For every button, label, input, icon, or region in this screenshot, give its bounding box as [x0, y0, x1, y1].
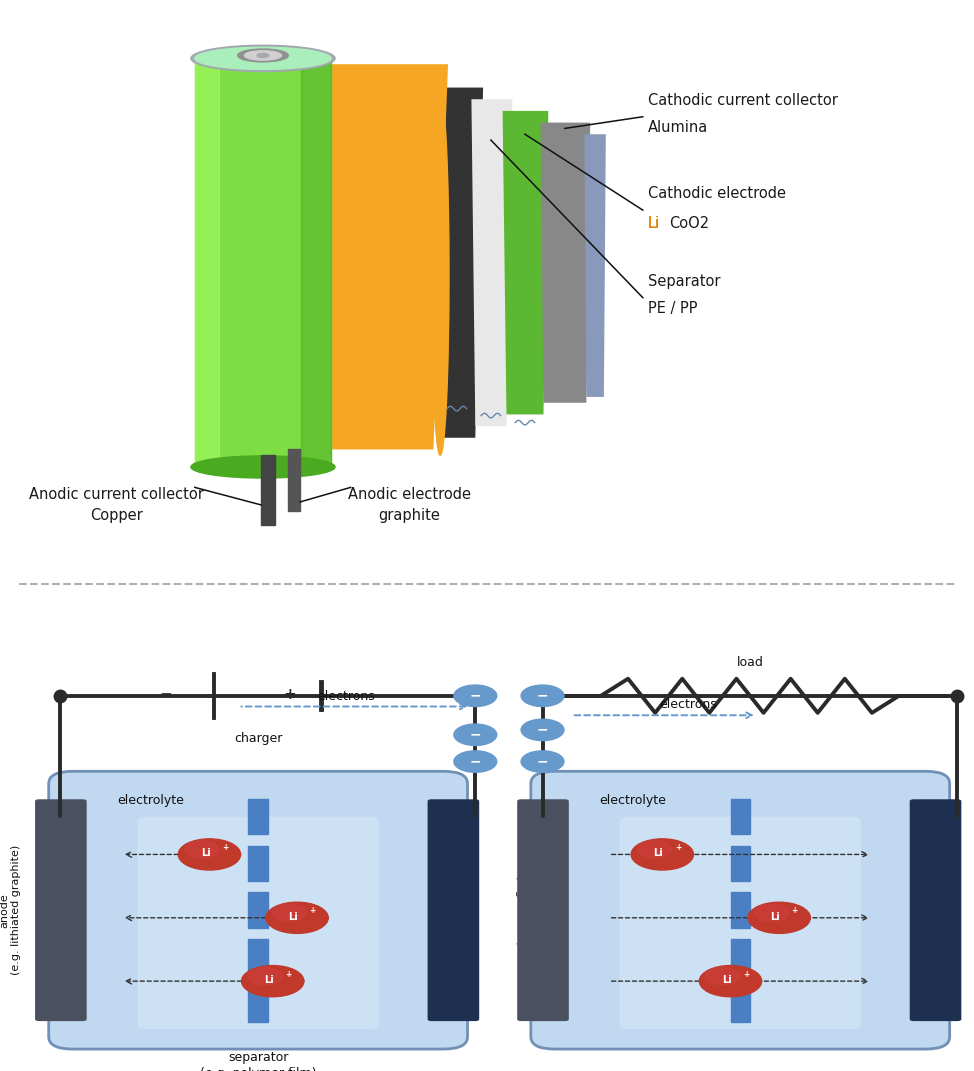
- Text: Li: Li: [648, 216, 659, 231]
- Text: Anodic electrode: Anodic electrode: [348, 487, 470, 502]
- Text: Copper: Copper: [91, 508, 143, 523]
- Text: Li: Li: [770, 911, 780, 922]
- Circle shape: [754, 904, 789, 921]
- Circle shape: [454, 724, 497, 745]
- Circle shape: [637, 841, 672, 858]
- Polygon shape: [541, 122, 590, 403]
- Circle shape: [178, 839, 241, 870]
- Circle shape: [266, 902, 328, 934]
- Polygon shape: [503, 111, 548, 414]
- FancyBboxPatch shape: [517, 799, 569, 1021]
- Text: −: −: [469, 754, 481, 768]
- Text: PE / PP: PE / PP: [648, 301, 697, 316]
- Bar: [730, 799, 750, 834]
- Circle shape: [454, 685, 497, 707]
- Text: separator: separator: [228, 1051, 288, 1064]
- FancyBboxPatch shape: [619, 816, 861, 1029]
- Text: Li: Li: [264, 976, 274, 985]
- Circle shape: [521, 751, 564, 772]
- Circle shape: [631, 839, 693, 870]
- FancyBboxPatch shape: [428, 799, 479, 1021]
- Bar: [248, 799, 268, 834]
- Text: +: +: [310, 906, 316, 916]
- Bar: [301, 58, 331, 467]
- Ellipse shape: [244, 50, 281, 60]
- Ellipse shape: [257, 54, 269, 58]
- Circle shape: [272, 904, 307, 921]
- Text: −: −: [469, 727, 481, 741]
- Polygon shape: [326, 64, 448, 450]
- Text: charger: charger: [234, 733, 282, 745]
- Bar: [248, 892, 268, 927]
- Circle shape: [705, 968, 740, 985]
- Text: −: −: [537, 689, 548, 703]
- Bar: [730, 846, 750, 881]
- Text: +: +: [675, 843, 681, 853]
- Circle shape: [699, 966, 762, 997]
- Ellipse shape: [191, 456, 335, 478]
- Text: graphite: graphite: [378, 508, 440, 523]
- Text: Li: Li: [201, 848, 210, 859]
- Text: electrons: electrons: [317, 690, 375, 703]
- Text: +: +: [792, 906, 798, 916]
- Text: electrolyte: electrolyte: [599, 794, 666, 808]
- Text: −: −: [469, 689, 481, 703]
- Text: Li: Li: [288, 911, 298, 922]
- Bar: [730, 892, 750, 927]
- Text: +: +: [222, 843, 228, 853]
- Circle shape: [521, 719, 564, 741]
- Bar: [288, 450, 300, 511]
- Bar: [261, 455, 275, 526]
- Polygon shape: [471, 100, 512, 426]
- Polygon shape: [433, 88, 483, 438]
- Bar: [248, 939, 268, 975]
- Text: Alumina: Alumina: [648, 120, 708, 135]
- Ellipse shape: [238, 49, 288, 62]
- Text: −: −: [159, 688, 172, 703]
- Text: −: −: [537, 723, 548, 737]
- Polygon shape: [584, 134, 606, 397]
- Circle shape: [247, 968, 282, 985]
- Bar: [195, 58, 219, 467]
- FancyBboxPatch shape: [49, 771, 468, 1050]
- Circle shape: [748, 902, 810, 934]
- Ellipse shape: [195, 47, 331, 70]
- Text: Li: Li: [648, 216, 659, 231]
- Circle shape: [242, 966, 304, 997]
- Ellipse shape: [191, 45, 335, 72]
- Text: Cathodic electrode: Cathodic electrode: [648, 186, 786, 201]
- Text: load: load: [736, 655, 764, 669]
- Ellipse shape: [431, 93, 449, 455]
- Bar: [195, 58, 331, 467]
- Circle shape: [184, 841, 219, 858]
- Text: anode
(e.g. lithiated graphite): anode (e.g. lithiated graphite): [0, 845, 20, 976]
- Bar: [730, 939, 750, 975]
- Bar: [730, 986, 750, 1022]
- Circle shape: [454, 751, 497, 772]
- Text: Cathodic current collector: Cathodic current collector: [648, 93, 838, 108]
- Bar: [248, 986, 268, 1022]
- FancyBboxPatch shape: [137, 816, 379, 1029]
- Text: +: +: [282, 688, 296, 703]
- Text: electrolyte: electrolyte: [117, 794, 184, 808]
- Circle shape: [521, 685, 564, 707]
- Text: CoO2: CoO2: [669, 216, 709, 231]
- Text: electrons: electrons: [659, 698, 718, 711]
- Text: +: +: [285, 970, 291, 979]
- FancyBboxPatch shape: [531, 771, 950, 1050]
- Text: Li: Li: [654, 848, 663, 859]
- Text: +: +: [743, 970, 749, 979]
- FancyBboxPatch shape: [35, 799, 87, 1021]
- Text: Separator: Separator: [648, 274, 720, 289]
- Text: Anodic current collector: Anodic current collector: [29, 487, 205, 502]
- Text: Li: Li: [722, 976, 731, 985]
- FancyBboxPatch shape: [910, 799, 961, 1021]
- Text: −: −: [537, 754, 548, 768]
- Bar: [248, 846, 268, 881]
- Text: cathode
(e.g. LiCoO₂): cathode (e.g. LiCoO₂): [515, 875, 537, 946]
- Text: (e.g. polymer film): (e.g. polymer film): [200, 1067, 317, 1071]
